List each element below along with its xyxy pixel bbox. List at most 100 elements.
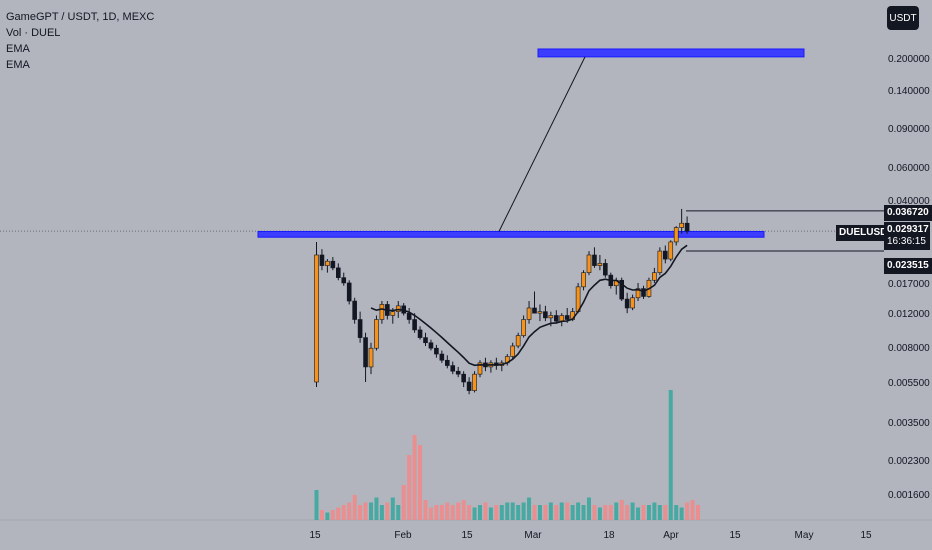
candle-body <box>374 319 379 349</box>
candle-body <box>423 337 428 344</box>
candle-body <box>548 315 554 319</box>
volume-bar <box>445 502 450 520</box>
volume-bar <box>390 497 395 520</box>
volume-bar <box>516 505 521 520</box>
currency-button[interactable]: USDT <box>887 6 919 30</box>
volume-bar <box>559 502 564 520</box>
volume-bar <box>434 505 439 520</box>
volume-bar <box>499 505 504 520</box>
candle-body <box>450 365 456 372</box>
candle-body <box>603 263 608 276</box>
time-axis-label: 15 <box>860 530 872 541</box>
volume-bar <box>527 497 532 520</box>
volume-bar <box>358 505 363 520</box>
candle-body <box>652 272 657 281</box>
symbol-tag: DUELUSDT <box>836 225 897 241</box>
time-axis-label: Feb <box>394 530 412 541</box>
candle-body <box>319 254 325 266</box>
current-price: 0.029317 <box>887 224 929 235</box>
volume-bar <box>319 510 324 520</box>
volume-bar <box>581 505 586 520</box>
volume-bar <box>543 505 548 520</box>
volume-bar <box>663 505 668 520</box>
legend-title: GameGPT / USDT, 1D, MEXC <box>6 11 155 23</box>
legend-volume: Vol · DUEL <box>6 27 61 39</box>
candle-body <box>624 298 630 309</box>
current-price-tag: 0.029317 16:36:15 <box>884 222 930 250</box>
volume-bar <box>412 435 417 520</box>
candle-body <box>553 315 559 322</box>
candle-body <box>390 311 396 316</box>
price-axis-label: 0.140000 <box>888 86 930 97</box>
candle-body <box>559 315 565 322</box>
time-axis-label: Mar <box>524 530 542 541</box>
candle-body <box>330 260 336 269</box>
volume-bar <box>347 502 352 520</box>
volume-bar <box>619 500 624 520</box>
time-axis-label: 15 <box>461 530 473 541</box>
candle-body <box>668 241 674 260</box>
volume-bar <box>636 507 641 520</box>
candle-body <box>379 304 385 320</box>
volume-bar <box>685 502 690 520</box>
candle-body <box>455 370 461 375</box>
candle-body <box>368 347 374 368</box>
price-axis-label: 0.012000 <box>888 309 930 320</box>
volume-bar <box>646 505 651 520</box>
volume-bar <box>630 502 635 520</box>
candle-body <box>325 260 330 266</box>
volume-bar <box>483 502 488 520</box>
price-axis-label: 0.005500 <box>888 378 930 389</box>
time-axis-label: 15 <box>309 530 321 541</box>
volume-bar <box>330 510 335 520</box>
candle-body <box>662 250 668 260</box>
candle-body <box>472 373 477 391</box>
price-axis-label: 0.060000 <box>888 163 930 174</box>
candle-body <box>673 227 679 243</box>
candle-body <box>352 300 357 320</box>
legend-ema-2: EMA <box>6 59 30 71</box>
candle-body <box>417 329 423 338</box>
legend-ema-1: EMA <box>6 43 30 55</box>
volume-bar <box>570 505 575 520</box>
volume-bar <box>423 500 428 520</box>
candle-body <box>335 267 341 278</box>
candle-body <box>434 347 439 355</box>
volume-bar <box>341 505 346 520</box>
volume-bar <box>679 507 684 520</box>
candle-body <box>543 311 548 319</box>
volume-bar <box>369 502 373 520</box>
projection-line <box>498 56 586 232</box>
candle-body <box>532 307 537 314</box>
candle-body <box>314 254 319 383</box>
price-axis-label: 0.090000 <box>888 124 930 135</box>
volume-bar <box>674 505 679 520</box>
volume-bar <box>478 505 482 520</box>
lower-level-price-tag: 0.023515 <box>884 258 932 274</box>
price-axis-label: 0.200000 <box>888 54 930 65</box>
candle-body <box>581 272 586 288</box>
volume-bar <box>428 507 433 520</box>
time-axis-label: 15 <box>729 530 741 541</box>
price-axis-label: 0.001600 <box>888 490 930 501</box>
candle-body <box>630 297 635 309</box>
volume-bar <box>587 497 591 520</box>
bar-countdown: 16:36:15 <box>887 236 926 247</box>
volume-bar <box>690 500 695 520</box>
time-axis-label: May <box>795 530 814 541</box>
candle-body <box>526 307 532 320</box>
price-axis-label: 0.003500 <box>888 418 930 429</box>
price-axis-label: 0.017000 <box>888 279 930 290</box>
candle-body <box>597 263 603 266</box>
volume-bar <box>608 505 613 520</box>
candle-body <box>515 335 521 347</box>
volume-bar <box>494 505 499 520</box>
volume-bar <box>314 490 319 520</box>
volume-bar <box>668 390 673 520</box>
candle-body <box>619 279 625 300</box>
candle-body <box>444 359 450 366</box>
candle-body <box>521 319 526 336</box>
candle-body <box>406 312 412 320</box>
candle-body <box>510 345 516 357</box>
